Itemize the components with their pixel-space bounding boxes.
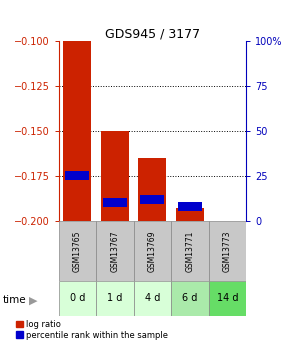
Bar — [96, 281, 134, 316]
Legend: log ratio, percentile rank within the sample: log ratio, percentile rank within the sa… — [16, 320, 168, 339]
Bar — [140, 195, 164, 204]
Text: 6 d: 6 d — [182, 294, 197, 303]
Text: GSM13771: GSM13771 — [185, 230, 194, 272]
Text: GSM13769: GSM13769 — [148, 230, 157, 272]
Bar — [134, 281, 171, 316]
Bar — [138, 158, 166, 221]
Title: GDS945 / 3177: GDS945 / 3177 — [105, 27, 200, 40]
Bar — [59, 281, 96, 316]
Text: time: time — [3, 295, 27, 305]
Bar — [171, 281, 209, 316]
Text: GSM13773: GSM13773 — [223, 230, 232, 272]
Bar — [63, 41, 91, 221]
Text: GSM13765: GSM13765 — [73, 230, 82, 272]
Bar — [65, 171, 89, 180]
Bar — [96, 221, 134, 281]
Text: GSM13767: GSM13767 — [110, 230, 119, 272]
Bar — [209, 221, 246, 281]
Text: 14 d: 14 d — [217, 294, 238, 303]
Bar — [176, 208, 204, 221]
Text: 0 d: 0 d — [70, 294, 85, 303]
Bar — [171, 221, 209, 281]
Text: 1 d: 1 d — [107, 294, 122, 303]
Text: 4 d: 4 d — [145, 294, 160, 303]
Text: ▶: ▶ — [29, 295, 38, 305]
Bar — [209, 281, 246, 316]
Bar — [101, 131, 129, 221]
Bar — [134, 221, 171, 281]
Bar — [103, 198, 127, 207]
Bar — [59, 221, 96, 281]
Bar — [178, 202, 202, 211]
